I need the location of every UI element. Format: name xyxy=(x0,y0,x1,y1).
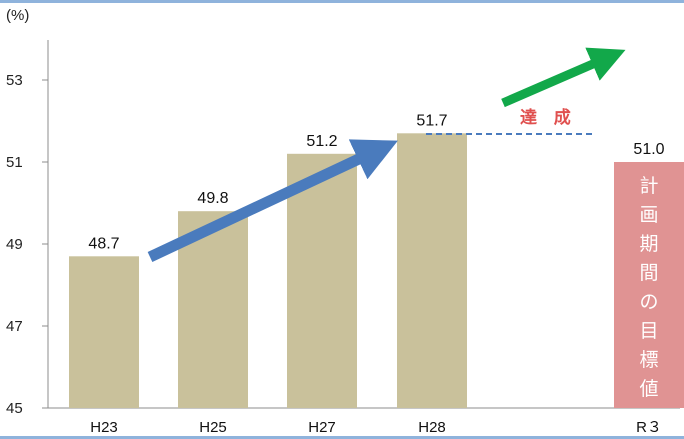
y-tick-label: 45 xyxy=(6,400,23,417)
x-tick-label: H23 xyxy=(90,419,118,436)
data-label: 48.7 xyxy=(88,235,119,252)
target-text-char: 期 xyxy=(639,233,658,255)
x-tick-label: H25 xyxy=(199,419,227,436)
x-tick-label: H28 xyxy=(418,419,446,436)
y-tick-label: 49 xyxy=(6,236,23,253)
y-axis: 45 47 49 51 53 xyxy=(6,40,680,417)
target-text-char: 値 xyxy=(639,378,658,400)
bar xyxy=(69,256,139,408)
achieved-text: 達 成 xyxy=(520,107,577,127)
bars xyxy=(69,133,684,409)
value-labels: 48.7 49.8 51.2 51.7 51.0 xyxy=(88,112,664,252)
x-axis-labels: H23 H25 H27 H28 R３ xyxy=(90,419,662,436)
y-tick-label: 51 xyxy=(6,154,23,171)
bar xyxy=(287,153,357,408)
target-text-char: 標 xyxy=(639,349,658,371)
y-tick-label: 47 xyxy=(6,318,23,335)
target-text-char: の xyxy=(639,292,658,313)
target-text-char: 目 xyxy=(639,321,658,342)
data-label: 51.7 xyxy=(416,112,447,129)
data-label: 49.8 xyxy=(197,190,228,207)
y-axis-label: (%) xyxy=(6,7,29,24)
target-text-char: 画 xyxy=(639,205,658,226)
trend-arrow xyxy=(147,139,398,262)
y-tick-label: 53 xyxy=(6,72,23,89)
x-tick-label: H27 xyxy=(308,419,336,436)
data-label: 51.2 xyxy=(306,133,337,150)
bar xyxy=(397,133,467,409)
x-tick-label: R３ xyxy=(636,419,662,436)
achieve-arrow xyxy=(501,47,626,108)
target-text-char: 間 xyxy=(639,263,658,284)
target-text-char: 計 xyxy=(639,175,658,197)
target-bar xyxy=(614,162,684,408)
data-label: 51.0 xyxy=(633,141,664,158)
